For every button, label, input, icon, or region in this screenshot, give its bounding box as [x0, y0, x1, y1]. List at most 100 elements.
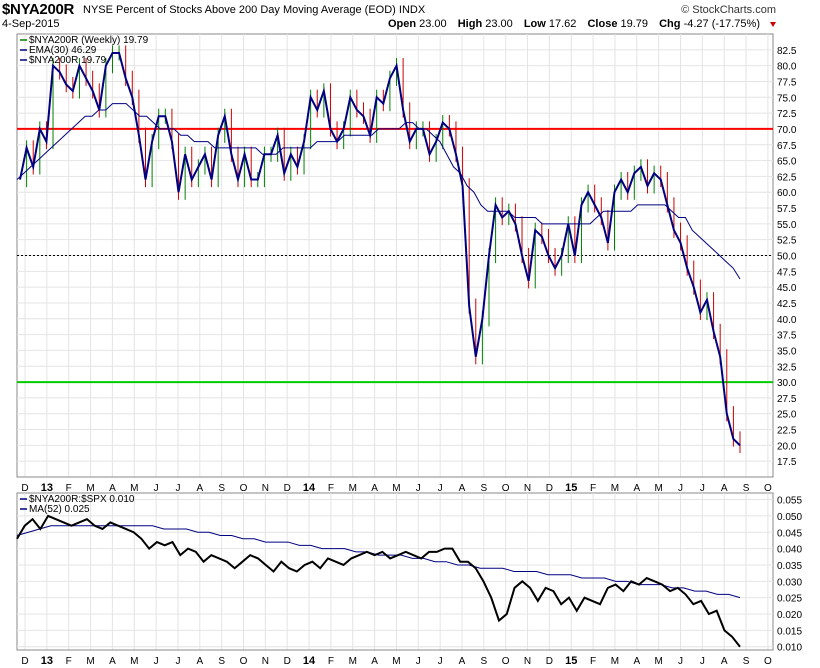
main-y-tick-label: 42.5: [777, 299, 797, 310]
ratio-month-label: A: [371, 656, 378, 667]
ratio-y-tick-label: 0.025: [777, 594, 802, 605]
main-y-tick-label: 45.0: [777, 283, 797, 294]
ratio-month-label: O: [764, 656, 772, 667]
ratio-month-label: S: [218, 656, 225, 667]
low-label: Low: [523, 18, 546, 30]
main-month-label: O: [764, 483, 772, 494]
ratio-y-tick-label: 0.040: [777, 545, 802, 556]
ratio-month-label: A: [196, 656, 203, 667]
main-month-label: S: [218, 483, 225, 494]
main-month-label: M: [392, 483, 400, 494]
main-month-label: J: [678, 483, 683, 494]
price-line: [19, 51, 741, 447]
main-month-label: A: [196, 483, 203, 494]
ratio-month-label: A: [633, 656, 640, 667]
high-value: 23.00: [485, 18, 513, 30]
main-y-tick-label: 57.5: [777, 204, 797, 215]
ratio-month-label: J: [678, 656, 683, 667]
ratio-month-label: O: [240, 656, 248, 667]
ratio-y-tick-label: 0.015: [777, 626, 802, 637]
main-y-tick-label: 77.5: [777, 77, 797, 88]
ratio-y-tick-label: 0.055: [777, 496, 802, 507]
open-value: 23.00: [419, 18, 447, 30]
main-month-label: F: [328, 483, 334, 494]
ratio-month-label: F: [590, 656, 596, 667]
main-series-lines: [16, 51, 741, 447]
ratio-month-label: N: [262, 656, 269, 667]
ratio-x-axis: D 13 F M A M J J A S O N D 14 F M A M J J A S O N D 15 F M A M J J A S O: [17, 649, 773, 667]
chart-date: 4-Sep-2015: [2, 18, 60, 30]
main-month-label: J: [438, 483, 443, 494]
main-month-label: D: [546, 483, 553, 494]
main-y-tick-label: 80.0: [777, 62, 797, 73]
main-y-tick-label: 62.5: [777, 172, 797, 183]
ratio-month-label: M: [130, 656, 138, 667]
main-y-tick-label: 47.5: [777, 267, 797, 278]
legend-price: $NYA200R 19.79: [29, 55, 107, 66]
low-value: 17.62: [548, 18, 577, 30]
main-y-tick-label: 37.5: [777, 331, 797, 342]
chg-value: -4.27 (-17.75%): [683, 18, 760, 30]
main-month-label: S: [481, 483, 488, 494]
ratio-series-lines: [16, 514, 741, 648]
down-arrow-icon: [770, 22, 776, 27]
legend-price-weekly: $NYA200R (Weekly) 19.79: [29, 35, 149, 46]
main-month-label: A: [633, 483, 640, 494]
legend-ratio-ma52: MA(52) 0.025: [29, 504, 90, 515]
ratio-month-label: S: [481, 656, 488, 667]
stockcharts-credit[interactable]: © StockCharts.com: [681, 4, 776, 16]
main-month-label: D: [21, 483, 28, 494]
close-value: 19.79: [620, 18, 649, 30]
ratio-y-tick-label: 0.045: [777, 528, 802, 539]
main-month-label: J: [175, 483, 180, 494]
main-month-label: F: [590, 483, 596, 494]
ratio-line: [16, 514, 741, 648]
main-month-label: M: [349, 483, 357, 494]
symbol-title: $NYA200R: [2, 1, 75, 18]
ratio-year-label: 15: [565, 655, 577, 667]
main-y-tick-label: 22.5: [777, 426, 797, 437]
main-y-tick-label: 40.0: [777, 315, 797, 326]
main-y-tick-label: 52.5: [777, 236, 797, 247]
symbol-description: NYSE Percent of Stocks Above 200 Day Mov…: [83, 4, 426, 16]
main-month-label: D: [284, 483, 291, 494]
ratio-month-label: J: [154, 656, 159, 667]
main-month-label: A: [109, 483, 116, 494]
ratio-ma52-line: [16, 525, 741, 599]
main-y-tick-label: 70.0: [777, 125, 797, 136]
main-y-tick-label: 30.0: [777, 378, 797, 389]
ratio-month-label: F: [328, 656, 334, 667]
ratio-y-tick-label: 0.050: [777, 512, 802, 523]
ratio-month-label: O: [502, 656, 510, 667]
ratio-month-label: M: [654, 656, 662, 667]
ratio-month-label: J: [700, 656, 705, 667]
main-month-label: A: [459, 483, 466, 494]
main-y-tick-label: 35.0: [777, 346, 797, 357]
main-y-tick-label: 60.0: [777, 188, 797, 199]
ratio-month-label: J: [175, 656, 180, 667]
ratio-month-label: M: [349, 656, 357, 667]
main-month-label: A: [721, 483, 728, 494]
main-y-tick-label: 17.5: [777, 457, 797, 468]
main-year-label: 14: [303, 482, 316, 494]
main-year-label: 13: [41, 482, 53, 494]
ratio-y-axis: 0.010 0.015 0.020 0.025 0.030 0.035 0.040 0.045…: [777, 496, 802, 654]
main-month-label: O: [240, 483, 248, 494]
main-y-tick-label: 82.5: [777, 46, 797, 57]
ratio-y-tick-label: 0.035: [777, 561, 802, 572]
ratio-month-label: M: [611, 656, 619, 667]
main-month-label: J: [154, 483, 159, 494]
ratio-month-label: D: [284, 656, 291, 667]
open-label: Open: [387, 18, 417, 30]
ratio-y-tick-label: 0.010: [777, 643, 802, 654]
ratio-year-label: 13: [41, 655, 53, 667]
ratio-month-label: D: [546, 656, 553, 667]
ratio-month-label: M: [86, 656, 94, 667]
main-month-label: N: [524, 483, 531, 494]
ratio-month-label: A: [109, 656, 116, 667]
ratio-month-label: F: [66, 656, 72, 667]
high-label: High: [457, 18, 483, 30]
main-price-bars: [26, 45, 741, 453]
